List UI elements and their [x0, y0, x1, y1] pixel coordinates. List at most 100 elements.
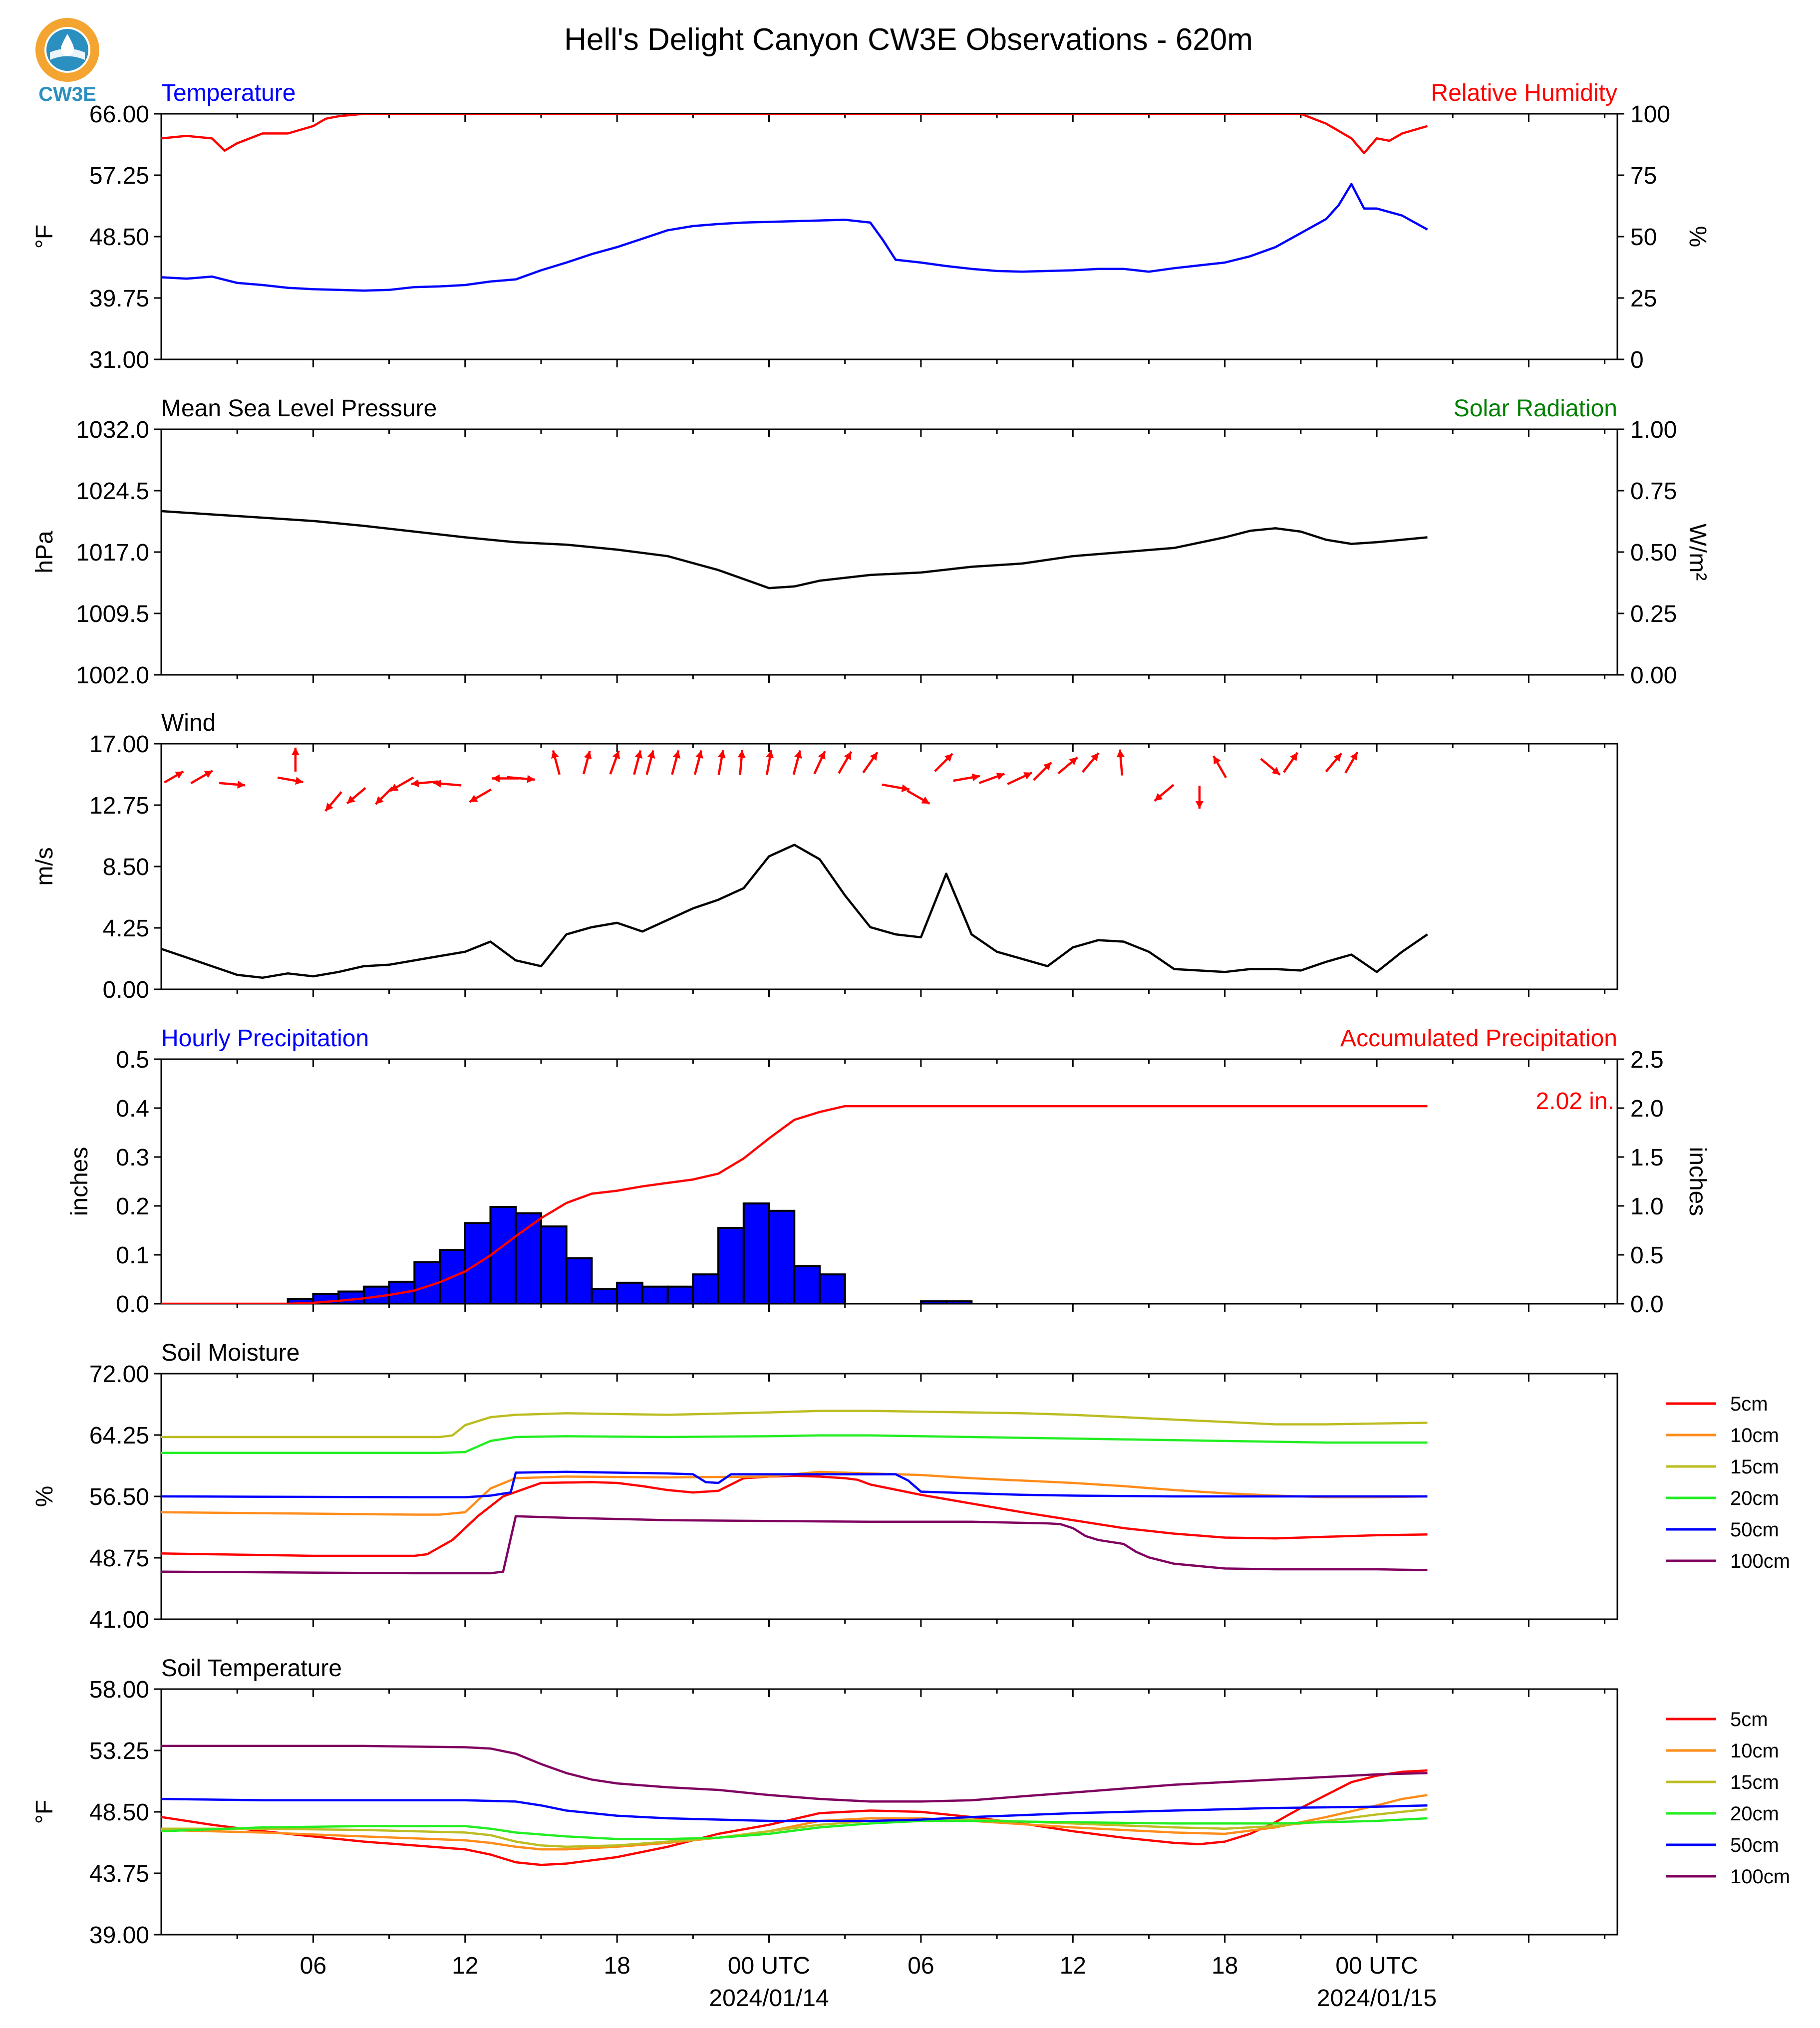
wind-ytick-label: 17.00 — [89, 731, 149, 758]
soil-temperature-legend: 5cm 10cm 15cm 20cm 50cm 100cm — [1666, 1709, 1790, 1888]
temperature-frame — [160, 113, 1618, 360]
precipitation-ytick-right-label: 0.5 — [1630, 1242, 1664, 1269]
soil-temperature-ytick-label: 48.50 — [89, 1799, 149, 1826]
precipitation-ylabel-right: inches — [1684, 1147, 1711, 1216]
wind-arrow — [838, 751, 853, 774]
wind-arrow-head — [1195, 801, 1204, 809]
wind-arrow — [693, 750, 703, 775]
precip-bar — [768, 1209, 796, 1304]
wind-arrow — [551, 750, 561, 775]
precip-bar — [591, 1288, 618, 1304]
precipitation-ytick-label: 0.0 — [116, 1291, 149, 1318]
wind-arrow-head — [527, 775, 535, 783]
wind-arrow — [389, 776, 414, 792]
pressure-plot-area — [161, 510, 1428, 589]
wind-arrow-head — [492, 774, 500, 783]
precip-bar — [692, 1273, 720, 1304]
series-line-20cm — [161, 1817, 1428, 1840]
legend-label: 10cm — [1730, 1740, 1779, 1762]
pressure-ytick-label: 1009.5 — [76, 601, 149, 627]
logo-ring — [35, 18, 99, 82]
precip-bar — [717, 1227, 745, 1304]
soil-temperature-title-left: Soil Temperature — [161, 1655, 342, 1682]
logo-text: CW3E — [38, 83, 96, 105]
series-line-100cm — [161, 1744, 1428, 1803]
soil-moisture-ytick-label: 56.50 — [89, 1484, 149, 1510]
temperature-ytick-right-label: 75 — [1630, 163, 1657, 189]
legend-label: 50cm — [1730, 1834, 1779, 1856]
wind-arrow — [1082, 752, 1100, 773]
series-line-wind-speed — [161, 844, 1428, 979]
wind-arrow — [907, 790, 930, 805]
temperature-ytick-label: 66.00 — [89, 101, 149, 128]
series-line-50cm — [161, 1470, 1428, 1498]
pressure-ytick-label: 1002.0 — [76, 662, 149, 689]
soil-moisture-title-left: Soil Moisture — [161, 1340, 300, 1366]
soil-temperature-plot-area — [161, 1744, 1428, 1866]
wind-arrow — [291, 747, 300, 772]
temperature-ytick-right-label: 100 — [1630, 101, 1670, 128]
xtick-label: 06 — [300, 1953, 326, 1979]
wind-arrow — [1116, 749, 1125, 776]
precip-bar — [489, 1205, 517, 1304]
pressure-ytick-right-label: 0.00 — [1630, 662, 1677, 689]
legend-label: 15cm — [1730, 1456, 1779, 1478]
xtick-date-label: 2024/01/14 — [709, 1985, 829, 2012]
wind-arrow — [1344, 751, 1359, 774]
soil-moisture-ytick-label: 48.75 — [89, 1545, 149, 1572]
pressure-ytick-label: 1024.5 — [76, 478, 149, 505]
wind-ytick-label: 12.75 — [89, 793, 149, 819]
soil-temperature-ylabel: °F — [31, 1800, 58, 1824]
wind-arrow-head — [347, 795, 355, 804]
temperature-ytick-right-label: 50 — [1630, 224, 1657, 251]
wind-arrow — [671, 750, 681, 775]
wind-arrow-head — [291, 747, 300, 755]
wind-arrow-head — [551, 750, 559, 759]
precipitation-ytick-label: 0.5 — [116, 1047, 149, 1073]
wind-arrow-head — [1333, 753, 1342, 762]
wind-arrow — [792, 750, 802, 775]
wind-plot-area — [161, 844, 1428, 979]
wind-arrow-head — [1023, 772, 1032, 780]
wind-arrow — [1195, 786, 1204, 809]
wind-arrow — [346, 787, 366, 805]
wind-arrow — [1213, 755, 1227, 779]
wind-arrow-head — [469, 795, 478, 802]
wind-ytick-label: 8.50 — [103, 854, 149, 880]
wind-arrow — [324, 791, 342, 812]
wind-arrow-head — [737, 750, 746, 758]
precip-bar — [666, 1285, 694, 1304]
wind-arrow-head — [204, 771, 213, 778]
wind-ytick-label: 0.00 — [103, 977, 149, 1003]
wind-arrow-head — [818, 751, 826, 760]
wind-arrow-head — [647, 750, 655, 759]
wind-arrow — [582, 750, 592, 775]
precip-bar — [818, 1273, 846, 1304]
panel-precipitation: Hourly Precipitation Accumulated Precipit… — [66, 1025, 1711, 1318]
soil-temperature-ytick-label: 39.00 — [89, 1922, 149, 1949]
wind-arrow — [1033, 761, 1052, 781]
wind-arrow — [934, 753, 953, 772]
panel-soil-temperature: Soil Temperature 58.00 53.25 48.50 43.75 39.0… — [31, 1655, 1790, 2012]
wind-arrow-head — [944, 753, 953, 762]
pressure-ytick-label: 1032.0 — [76, 417, 149, 443]
wind-arrow — [737, 750, 746, 775]
legend-label: 100cm — [1730, 1866, 1790, 1888]
soil-moisture-legend: 5cm 10cm 15cm 20cm 50cm 100cm — [1666, 1393, 1790, 1572]
pressure-ylabel-right: W/m² — [1684, 524, 1711, 581]
wind-arrow — [507, 775, 535, 783]
wind-arrow — [411, 779, 438, 788]
panel-temperature: Temperature Relative Humidity 66.00 57.25 48… — [31, 80, 1711, 373]
wind-arrow-head — [672, 750, 681, 759]
pressure-frame — [160, 428, 1618, 676]
precipitation-title-left: Hourly Precipitation — [161, 1025, 369, 1052]
wind-arrow-head — [1290, 752, 1298, 761]
wind-arrow — [1007, 772, 1033, 785]
wind-arrow-head — [695, 750, 703, 759]
wind-arrow-head — [844, 751, 852, 760]
wind-arrow-head — [390, 784, 399, 791]
wind-arrow-head — [766, 750, 774, 759]
wind-arrow-head — [1043, 762, 1052, 771]
temperature-plot-area — [161, 114, 1428, 292]
wind-arrow — [765, 750, 774, 775]
